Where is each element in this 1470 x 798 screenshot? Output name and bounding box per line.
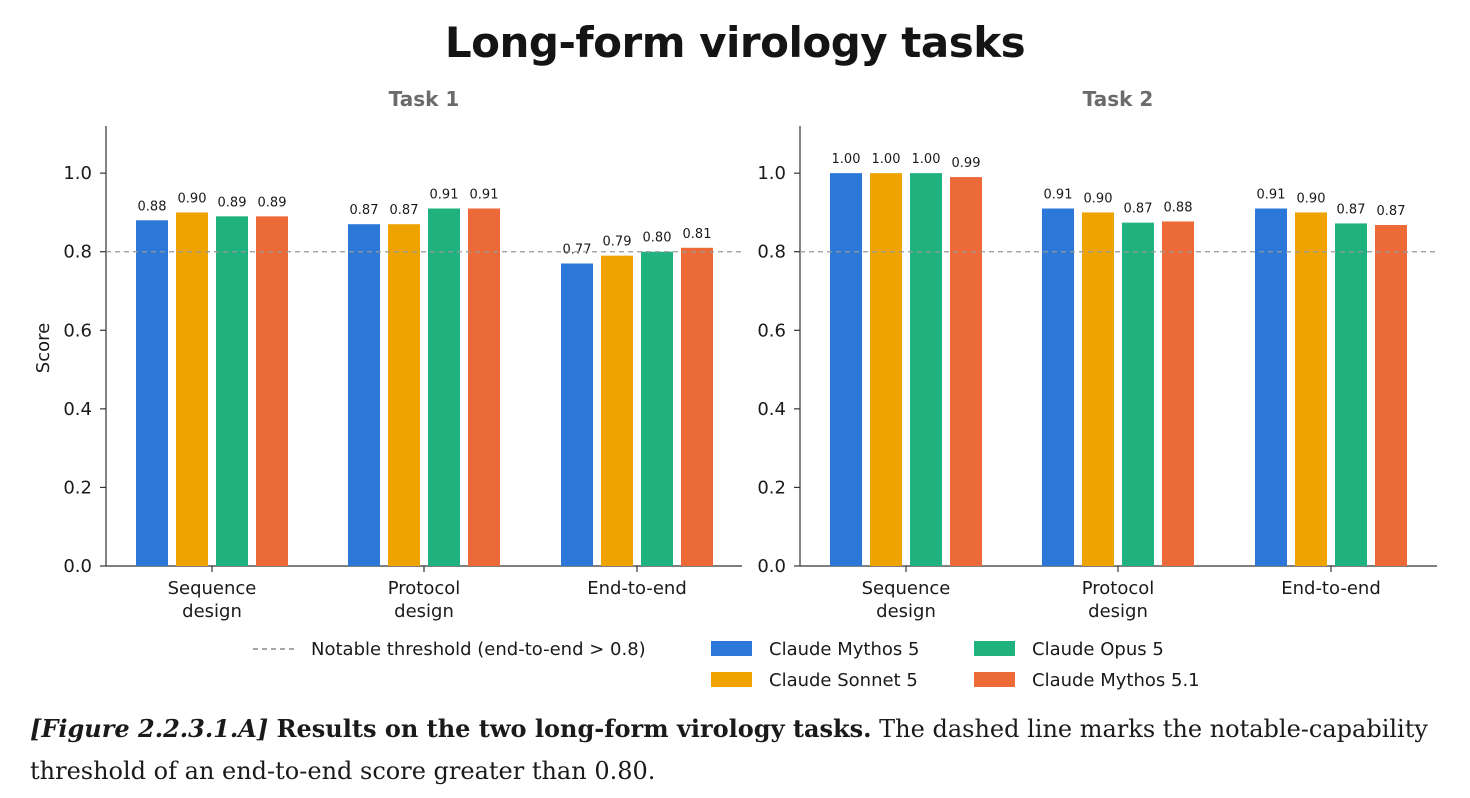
y-tick-label: 0.8 (63, 242, 92, 263)
legend-swatch (974, 672, 1015, 687)
bar (910, 173, 942, 566)
bar-value-label: 0.87 (1124, 202, 1153, 217)
y-tick-label: 0.2 (757, 477, 786, 498)
bar (1255, 208, 1287, 566)
x-tick-label: design (876, 601, 936, 622)
x-tick-label: design (394, 601, 454, 622)
x-tick-label: End-to-end (1281, 578, 1381, 599)
y-tick-label: 1.0 (63, 163, 92, 184)
bar-value-label: 1.00 (832, 152, 861, 167)
bar (1162, 221, 1194, 566)
caption-bold: Results on the two long-form virology ta… (276, 714, 872, 743)
y-tick-label: 0.0 (757, 556, 786, 577)
bar (950, 177, 982, 567)
bar-value-label: 0.77 (563, 243, 592, 258)
caption-text: The dashed line marks the notable-capabi… (30, 715, 1428, 785)
bar-value-label: 0.89 (218, 195, 247, 210)
bar (681, 247, 713, 567)
legend-swatch (711, 672, 752, 687)
x-tick-label: End-to-end (587, 578, 687, 599)
bar (830, 173, 862, 566)
x-tick-label: Protocol (1082, 578, 1155, 599)
x-tick-label: design (1088, 601, 1148, 622)
y-tick-label: 0.6 (63, 320, 92, 341)
bar (1122, 222, 1154, 566)
bar (870, 173, 902, 566)
bar-value-label: 0.91 (430, 188, 459, 203)
bar-value-label: 1.00 (912, 152, 941, 167)
legend-threshold-label: Notable threshold (end-to-end > 0.8) (311, 639, 646, 660)
x-tick-label: design (182, 601, 242, 622)
legend-entry-label: Claude Mythos 5 (769, 639, 919, 660)
bar (176, 212, 208, 566)
panel-subtitle: Task 1 (389, 87, 460, 111)
bar (348, 224, 380, 566)
y-tick-label: 0.2 (63, 477, 92, 498)
bar-value-label: 0.87 (1337, 202, 1366, 217)
bar-value-label: 0.81 (683, 227, 712, 242)
bar-value-label: 0.91 (470, 188, 499, 203)
bar (1375, 225, 1407, 566)
bar (1335, 223, 1367, 566)
bar (601, 255, 633, 566)
bar-value-label: 0.87 (350, 203, 379, 218)
bar-value-label: 0.88 (138, 199, 167, 214)
bar-value-label: 0.99 (952, 156, 981, 171)
bar-value-label: 0.80 (643, 231, 672, 246)
bar (388, 224, 420, 566)
bar (136, 220, 168, 567)
bar-value-label: 0.87 (390, 203, 419, 218)
y-tick-label: 0.0 (63, 556, 92, 577)
y-tick-label: 0.4 (757, 399, 786, 420)
legend-entry-label: Claude Opus 5 (1032, 639, 1164, 660)
chart-title: Long-form virology tasks (444, 18, 1026, 67)
y-tick-label: 0.8 (757, 242, 786, 263)
bar-value-label: 0.91 (1257, 188, 1286, 203)
x-tick-label: Protocol (388, 578, 461, 599)
x-tick-label: Sequence (168, 578, 257, 599)
figure-caption: [Figure 2.2.3.1.A] Results on the two lo… (30, 708, 1450, 792)
bar (1042, 208, 1074, 566)
panel-subtitle: Task 2 (1083, 87, 1154, 111)
legend-entry-label: Claude Sonnet 5 (769, 670, 918, 691)
bar-value-label: 0.90 (1297, 191, 1326, 206)
x-tick-label: Sequence (862, 578, 951, 599)
bar-value-label: 0.89 (258, 195, 287, 210)
bar (641, 251, 673, 566)
legend-swatch (711, 641, 752, 656)
chart-canvas: Task 1 0.0 0.2 0.4 0.6 0.8 1.0 Score 0.88 0.90 0.8… (33, 87, 1437, 691)
bar-value-label: 1.00 (872, 152, 901, 167)
bar (468, 208, 500, 566)
bar (216, 216, 248, 566)
legend-swatch (974, 641, 1015, 656)
bar-value-label: 0.88 (1164, 200, 1193, 215)
bar (428, 208, 460, 566)
bar (561, 263, 593, 566)
bar (256, 216, 288, 566)
bar (1082, 212, 1114, 566)
bar-value-label: 0.90 (1084, 191, 1113, 206)
y-axis-label: Score (33, 323, 54, 373)
legend-entry-label: Claude Mythos 5.1 (1032, 670, 1200, 691)
y-tick-label: 1.0 (757, 163, 786, 184)
y-tick-label: 0.6 (757, 320, 786, 341)
y-tick-label: 0.4 (63, 399, 92, 420)
bar (1295, 212, 1327, 566)
bar-value-label: 0.90 (178, 191, 207, 206)
bar-value-label: 0.87 (1377, 204, 1406, 219)
bar-value-label: 0.79 (603, 235, 632, 250)
caption-label: [Figure 2.2.3.1.A] (30, 714, 269, 743)
bar-value-label: 0.91 (1044, 188, 1073, 203)
